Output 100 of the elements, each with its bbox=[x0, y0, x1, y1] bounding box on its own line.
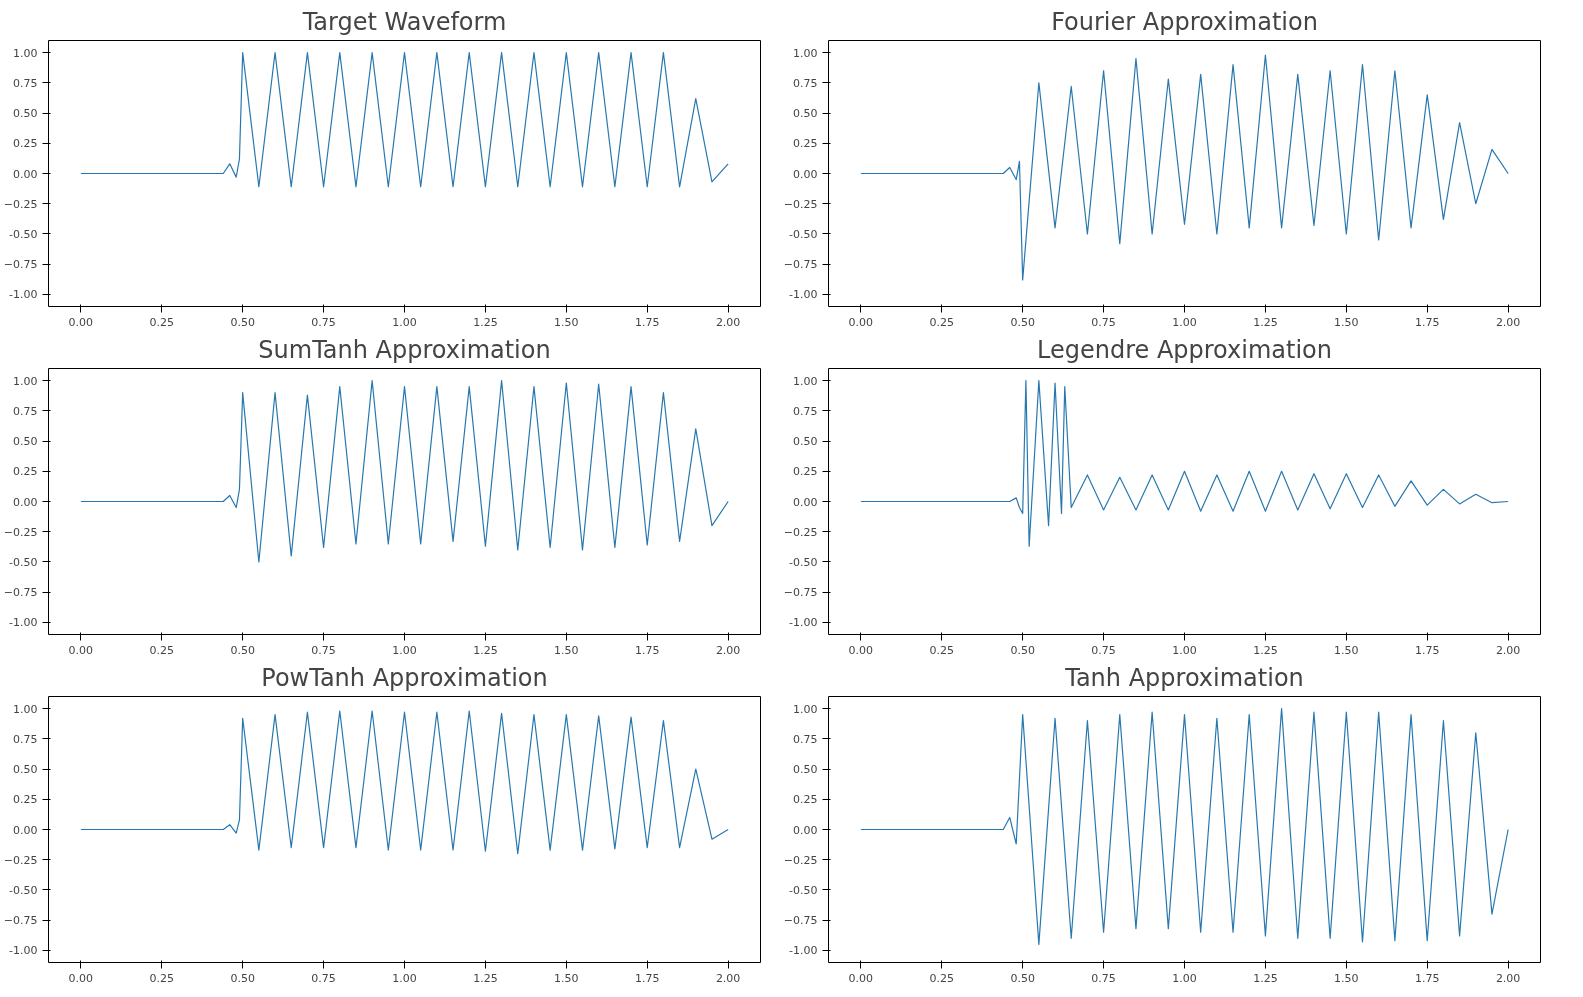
x-tick-label: 1.00 bbox=[392, 643, 417, 657]
y-tick-label: 0.50 bbox=[13, 435, 38, 449]
x-tick-label: 2.00 bbox=[1495, 971, 1521, 985]
x-tick-label: 0.75 bbox=[1091, 643, 1116, 657]
y-tick-label: -0.50 bbox=[9, 227, 38, 241]
y-tick-label: −0.75 bbox=[783, 258, 818, 272]
y-tick-label: 0.00 bbox=[13, 167, 38, 181]
x-tick-label: 1.25 bbox=[1253, 971, 1278, 985]
x-tick-label: 1.25 bbox=[1253, 315, 1278, 329]
y-tick-label: 0.00 bbox=[13, 823, 38, 837]
y-tick-label: 0.50 bbox=[13, 763, 38, 777]
y-tick-label: -0.50 bbox=[789, 227, 818, 241]
y-tick-label: 1.00 bbox=[793, 702, 818, 716]
x-tick-label: 1.75 bbox=[1414, 643, 1440, 657]
x-tick-label: 0.50 bbox=[1010, 315, 1035, 329]
y-tick-label: 0.50 bbox=[793, 435, 818, 449]
x-tick-label: 0.00 bbox=[68, 971, 94, 985]
y-tick-label: −0.25 bbox=[3, 525, 38, 539]
x-tick-label: 2.00 bbox=[1495, 643, 1521, 657]
x-tick-label: 0.50 bbox=[1010, 643, 1035, 657]
y-tick-label: 1.00 bbox=[793, 374, 818, 388]
y-tick-label: 0.50 bbox=[793, 763, 818, 777]
y-tick-label: 0.25 bbox=[793, 793, 818, 807]
x-tick-label: 1.50 bbox=[554, 315, 579, 329]
y-tick-label: 0.25 bbox=[793, 137, 818, 151]
y-tick-label: 0.75 bbox=[13, 404, 38, 418]
y-tick-label: 1.00 bbox=[13, 374, 38, 388]
x-tick-label: 0.25 bbox=[929, 315, 955, 329]
chart-title: PowTanh Approximation bbox=[261, 663, 548, 692]
y-tick-label: −0.25 bbox=[3, 853, 38, 867]
y-tick-label: 1.00 bbox=[793, 46, 818, 60]
y-tick-label: 0.75 bbox=[13, 732, 38, 746]
x-tick-label: 0.25 bbox=[929, 971, 955, 985]
y-tick-label: −0.75 bbox=[783, 586, 818, 600]
x-tick-label: 1.50 bbox=[554, 971, 579, 985]
x-tick-label: 1.00 bbox=[1172, 315, 1197, 329]
x-tick-label: 0.00 bbox=[68, 315, 94, 329]
y-tick-label: 0.00 bbox=[793, 167, 818, 181]
x-tick-label: 1.75 bbox=[634, 971, 660, 985]
x-tick-label: 0.25 bbox=[149, 643, 175, 657]
x-tick-label: 0.75 bbox=[1091, 315, 1116, 329]
x-tick-label: 1.75 bbox=[1414, 315, 1440, 329]
x-tick-label: 0.75 bbox=[311, 643, 336, 657]
y-tick-label: -1.00 bbox=[789, 616, 818, 630]
x-tick-label: 1.75 bbox=[634, 315, 660, 329]
y-tick-label: 0.25 bbox=[793, 465, 818, 479]
y-tick-label: −0.25 bbox=[783, 525, 818, 539]
y-tick-label: 0.75 bbox=[793, 76, 818, 90]
x-tick-label: 0.50 bbox=[230, 971, 255, 985]
x-tick-label: 1.25 bbox=[473, 315, 498, 329]
y-tick-label: −0.75 bbox=[783, 914, 818, 928]
y-tick-label: -0.50 bbox=[9, 555, 38, 569]
y-tick-label: 0.25 bbox=[13, 793, 38, 807]
x-tick-label: 0.75 bbox=[311, 315, 336, 329]
x-tick-label: 0.50 bbox=[230, 643, 255, 657]
x-tick-label: 1.00 bbox=[392, 971, 417, 985]
y-tick-label: -1.00 bbox=[9, 944, 38, 958]
y-tick-label: −0.75 bbox=[3, 586, 38, 600]
y-tick-label: 0.75 bbox=[793, 732, 818, 746]
y-tick-label: −0.75 bbox=[3, 258, 38, 272]
x-tick-label: 1.50 bbox=[554, 643, 579, 657]
x-tick-label: 0.25 bbox=[149, 315, 175, 329]
y-tick-label: -1.00 bbox=[789, 944, 818, 958]
chart-title: Fourier Approximation bbox=[1051, 7, 1318, 36]
x-tick-label: 1.50 bbox=[1334, 643, 1359, 657]
x-tick-label: 1.25 bbox=[473, 971, 498, 985]
x-tick-label: 2.00 bbox=[715, 643, 741, 657]
x-tick-label: 0.75 bbox=[311, 971, 336, 985]
x-tick-label: 0.00 bbox=[848, 643, 874, 657]
y-tick-label: 0.50 bbox=[793, 107, 818, 121]
y-tick-label: -1.00 bbox=[789, 288, 818, 302]
y-tick-label: 0.25 bbox=[13, 465, 38, 479]
x-tick-label: 0.00 bbox=[848, 971, 874, 985]
x-tick-label: 2.00 bbox=[715, 971, 741, 985]
x-tick-label: 1.50 bbox=[1334, 315, 1359, 329]
x-tick-label: 2.00 bbox=[715, 315, 741, 329]
y-tick-label: −0.25 bbox=[783, 853, 818, 867]
y-tick-label: 0.00 bbox=[793, 823, 818, 837]
x-tick-label: 1.25 bbox=[473, 643, 498, 657]
x-tick-label: 1.75 bbox=[1414, 971, 1440, 985]
y-tick-label: -0.50 bbox=[789, 883, 818, 897]
x-tick-label: 0.25 bbox=[929, 643, 955, 657]
y-tick-label: 0.25 bbox=[13, 137, 38, 151]
x-tick-label: 1.00 bbox=[1172, 643, 1197, 657]
y-tick-label: -1.00 bbox=[9, 616, 38, 630]
y-tick-label: 0.00 bbox=[793, 495, 818, 509]
x-tick-label: 0.50 bbox=[230, 315, 255, 329]
chart-title: SumTanh Approximation bbox=[258, 335, 551, 364]
y-tick-label: 0.75 bbox=[13, 76, 38, 90]
x-tick-label: 1.75 bbox=[634, 643, 660, 657]
y-tick-label: 0.50 bbox=[13, 107, 38, 121]
x-tick-label: 0.00 bbox=[68, 643, 94, 657]
x-tick-label: 1.25 bbox=[1253, 643, 1278, 657]
chart-title: Tanh Approximation bbox=[1064, 663, 1304, 692]
y-tick-label: 1.00 bbox=[13, 46, 38, 60]
chart-title: Target Waveform bbox=[301, 7, 507, 36]
x-tick-label: 0.00 bbox=[848, 315, 874, 329]
y-tick-label: −0.25 bbox=[3, 197, 38, 211]
y-tick-label: -0.50 bbox=[789, 555, 818, 569]
x-tick-label: 0.75 bbox=[1091, 971, 1116, 985]
